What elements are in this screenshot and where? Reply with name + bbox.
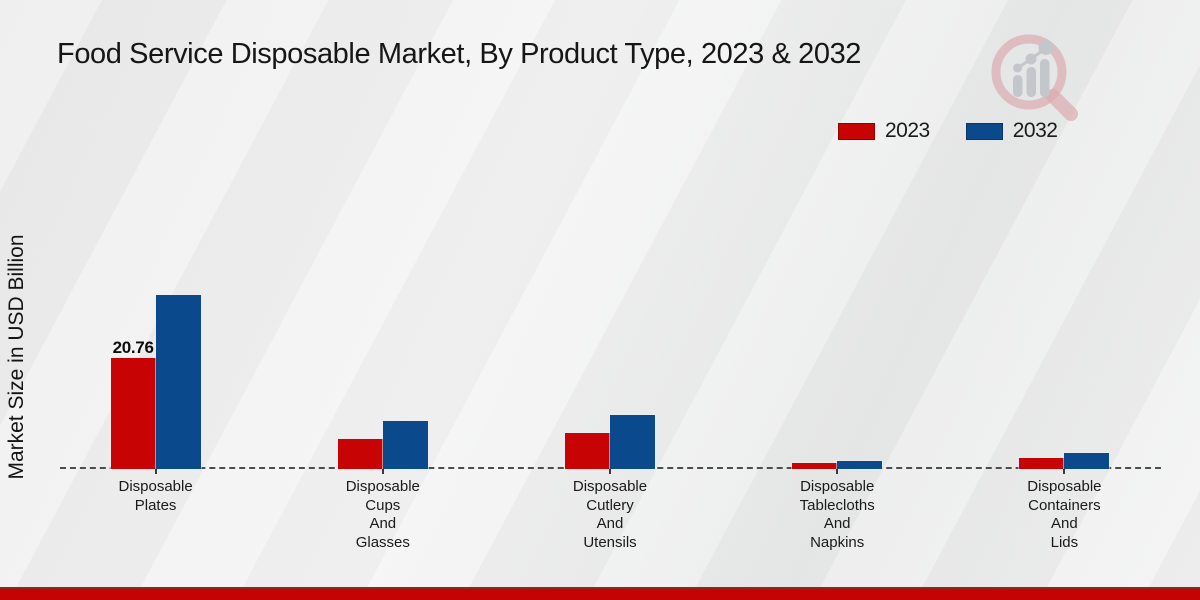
x-axis-label-disposable-containers-and-lids: Disposable Containers And Lids [1027,478,1102,551]
footer-accent-bar [0,587,1200,600]
x-axis-label-disposable-tablecloths-and-napkins: Disposable Tablecloths And Napkins [799,478,875,551]
x-axis-label-disposable-plates: Disposable Plates [118,478,193,514]
bar-2032-disposable-tablecloths-and-napkins [837,461,883,469]
x-axis-tick [154,469,157,474]
x-axis-tick [1063,469,1066,474]
x-axis-label-disposable-cups-and-glasses: Disposable Cups And Glasses [345,478,420,551]
legend-swatch-2032 [965,122,1003,140]
y-axis-label: Market Size in USD Billion [5,234,28,480]
legend: 2023 2032 [838,119,1058,143]
x-axis-tick [381,469,384,474]
bar-value-label-2023: 20.76 [112,338,154,357]
x-axis-tick [836,469,839,474]
bar-2032-disposable-containers-and-lids [1064,453,1110,469]
legend-item-2023: 2023 [838,119,930,143]
x-axis-tick [609,469,611,474]
legend-swatch-2023 [838,122,875,140]
bar-2023-disposable-plates [110,358,156,469]
bar-2023-disposable-containers-and-lids [1019,458,1065,469]
bar-2023-disposable-cups-and-glasses [337,439,383,469]
magnifier-bar-chart-logo-icon [991,34,1078,121]
bar-2023-disposable-cutlery-and-utensils [565,433,610,469]
bar-2032-disposable-cups-and-glasses [382,421,428,469]
bar-2023-disposable-tablecloths-and-napkins [792,463,838,469]
bar-2032-disposable-cutlery-and-utensils [610,415,655,469]
bar-2032-disposable-plates [155,295,201,469]
legend-label: 2032 [1012,119,1058,142]
x-axis-label-disposable-cutlery-and-utensils: Disposable Cutlery And Utensils [572,478,648,551]
chart-title: Food Service Disposable Market, By Produ… [57,38,862,70]
legend-label: 2023 [885,119,930,142]
legend-item-2032: 2032 [965,119,1058,143]
